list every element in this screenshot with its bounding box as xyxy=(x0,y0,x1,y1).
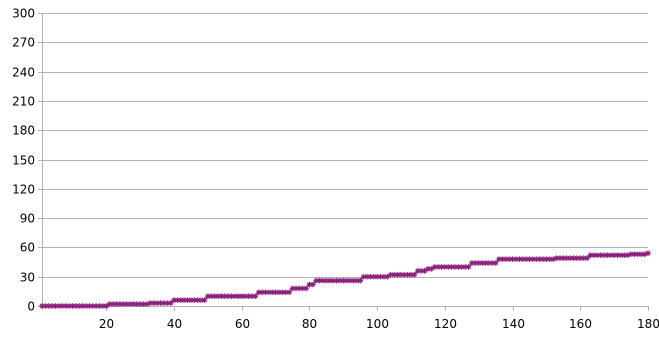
data-point-marker xyxy=(252,293,259,300)
x-tick-label-60: 60 xyxy=(235,317,250,331)
x-tick-label-80: 80 xyxy=(302,317,317,331)
y-tick-label-30: 30 xyxy=(20,271,35,285)
y-tick-label-90: 90 xyxy=(20,212,35,226)
y-tick-label-300: 300 xyxy=(12,7,35,21)
y-tick-label-180: 180 xyxy=(12,124,35,138)
y-tick-label-150: 150 xyxy=(12,154,35,168)
y-tick-label-60: 60 xyxy=(20,241,35,255)
data-point-marker xyxy=(645,250,651,257)
y-tick-label-210: 210 xyxy=(12,95,35,109)
x-tick-labels: 20 40 60 80 100 120 140 160 180 xyxy=(99,317,659,331)
data-point-marker xyxy=(384,273,391,280)
x-tick-label-120: 120 xyxy=(434,317,457,331)
series-markers xyxy=(39,250,651,309)
data-point-marker xyxy=(492,260,499,266)
grid-lines xyxy=(38,13,648,307)
axes xyxy=(42,13,649,311)
y-tick-label-270: 270 xyxy=(12,36,35,50)
y-tick-label-240: 240 xyxy=(12,66,35,80)
data-point-marker xyxy=(421,268,428,274)
data-point-marker xyxy=(303,285,309,292)
x-tick-label-140: 140 xyxy=(502,317,525,331)
x-tick-label-100: 100 xyxy=(366,317,389,331)
x-tick-label-180: 180 xyxy=(637,317,659,331)
data-point-marker xyxy=(310,281,316,288)
x-tick-label-20: 20 xyxy=(99,317,114,331)
data-point-marker xyxy=(286,289,292,296)
data-point-marker xyxy=(103,303,110,309)
data-point-marker xyxy=(411,271,418,278)
y-tick-label-0: 0 xyxy=(27,300,35,314)
data-point-marker xyxy=(465,264,472,270)
data-point-marker xyxy=(201,297,208,303)
x-tick-label-160: 160 xyxy=(569,317,592,331)
y-tick-labels: 0 30 60 90 120 150 180 210 240 270 300 xyxy=(12,7,35,314)
data-point-marker xyxy=(357,277,364,284)
x-tick-label-40: 40 xyxy=(167,317,182,331)
y-tick-label-120: 120 xyxy=(12,183,35,197)
